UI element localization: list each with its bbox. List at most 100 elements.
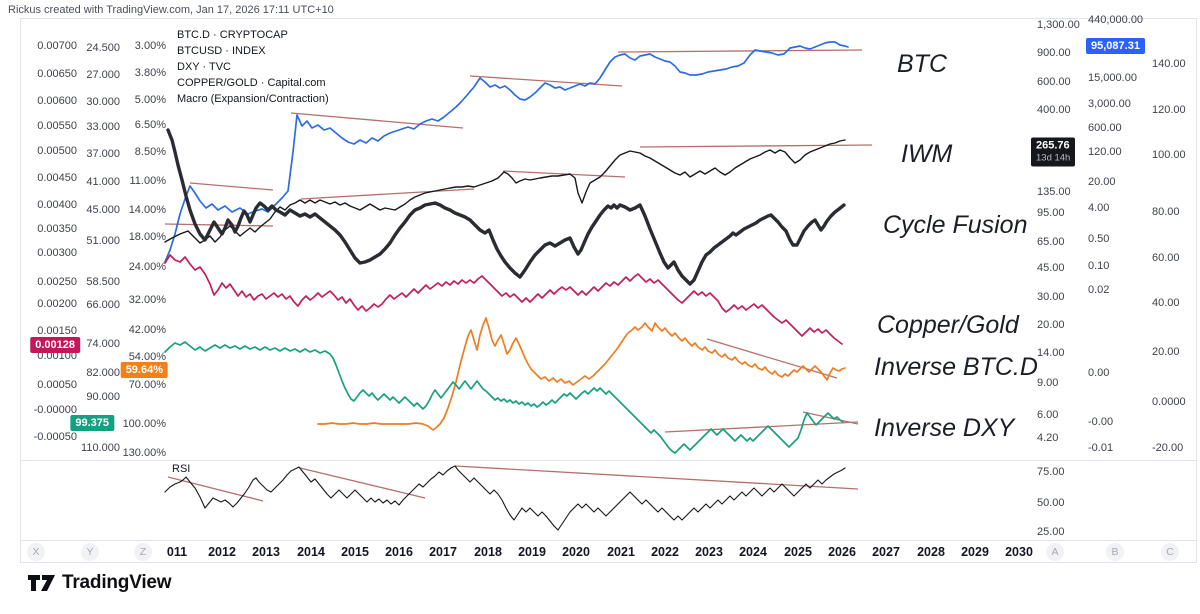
left-axis-tick: 0.00050	[37, 379, 77, 391]
left-axis-tick: 82.000	[86, 367, 120, 379]
scale-button-z[interactable]: Z	[134, 543, 152, 561]
right-axis-tick: 95.00	[1037, 207, 1065, 219]
scale-button-y[interactable]: Y	[81, 543, 99, 561]
tradingview-logo[interactable]	[28, 572, 55, 594]
left-axis-tick: 41.000	[86, 176, 120, 188]
left-axis-tick: 70.00%	[128, 379, 166, 391]
right-axis-tick: 0.50	[1088, 233, 1110, 245]
trend-line[interactable]	[469, 75, 623, 87]
left-axis-tick: 54.00%	[128, 351, 166, 363]
trend-line[interactable]	[617, 49, 863, 53]
left-axis-tick: 32.00%	[128, 294, 166, 306]
right-axis-tick: 400.00	[1037, 104, 1071, 116]
year-label: 2019	[518, 545, 546, 559]
trend-line[interactable]	[299, 467, 426, 499]
series-line-iwm[interactable]	[164, 139, 846, 244]
trend-line[interactable]	[300, 188, 475, 200]
right-axis-tick: -0.00	[1088, 416, 1114, 428]
series-label-iwm[interactable]: IWM	[901, 140, 953, 168]
scale-button-x[interactable]: X	[27, 543, 45, 561]
legend-symbol-line[interactable]: COPPER/GOLD · Capital.com	[177, 77, 326, 89]
right-axis-tick: 15,000.00	[1088, 72, 1137, 84]
right-axis-tick: 40.00	[1152, 297, 1180, 309]
right-axis-tick: 6.00	[1037, 409, 1059, 421]
left-axis-tick: 0.00300	[37, 247, 77, 259]
series-label-inverse-dxy[interactable]: Inverse DXY	[874, 414, 1015, 442]
left-axis-tick: 51.000	[86, 235, 120, 247]
right-axis-tick: 75.00	[1037, 466, 1065, 478]
right-axis-tick: 1,300.00	[1037, 19, 1080, 31]
footer: TradingView	[28, 572, 172, 594]
series-line-rsi[interactable]	[164, 465, 846, 531]
trend-line[interactable]	[706, 338, 838, 379]
left-axis-tick: 58.500	[86, 276, 120, 288]
series-label-copper-gold[interactable]: Copper/Gold	[877, 311, 1019, 339]
trend-line[interactable]	[164, 223, 274, 227]
right-axis-tick: 50.00	[1037, 497, 1065, 509]
trend-line[interactable]	[189, 182, 274, 191]
year-label: 2030	[1005, 545, 1033, 559]
left-axis-tick: 0.00350	[37, 223, 77, 235]
series-line-cycle-fusion[interactable]	[166, 128, 846, 286]
left-axis-tick: 100.00%	[122, 418, 166, 430]
left-axis-tick: 74.000	[86, 338, 120, 350]
scale-button-c[interactable]: C	[1161, 543, 1179, 561]
symbol-legend: BTC.D · CRYPTOCAP BTCUSD · INDEX DXY · TVC…	[177, 27, 329, 107]
right-axis-tick: 9.00	[1037, 377, 1059, 389]
legend-symbol-line[interactable]: DXY · TVC	[177, 61, 231, 73]
right-axis-tick: 120.00	[1152, 104, 1186, 116]
left-axis-tick: 90.000	[86, 391, 120, 403]
legend-symbol-line[interactable]: BTCUSD · INDEX	[177, 45, 266, 57]
left-axis-tick: 0.00200	[37, 298, 77, 310]
left-axis-tick: 0.00600	[37, 95, 77, 107]
trend-line[interactable]	[802, 411, 859, 425]
right-axis-tick: 0.02	[1088, 284, 1110, 296]
series-label-cycle-fusion[interactable]: Cycle Fusion	[883, 211, 1028, 239]
rsi-label: RSI	[172, 463, 191, 475]
scale-button-b[interactable]: B	[1106, 543, 1124, 561]
series-line-copper-gold[interactable]	[164, 254, 843, 345]
right-axis-tick: 900.00	[1037, 47, 1071, 59]
right-axis-tick: 14.00	[1037, 347, 1065, 359]
trend-line[interactable]	[167, 476, 264, 502]
right-axis-tick: 440,000.00	[1088, 14, 1144, 26]
right-axis-tick: 135.00	[1037, 186, 1071, 198]
right-axis-tick: 140.00	[1152, 58, 1186, 70]
right-axis-tick: 0.0000	[1152, 396, 1186, 408]
series-line-inverse-dxy[interactable]	[164, 341, 844, 454]
series-line-inverse-btc-d[interactable]	[317, 317, 846, 431]
right-axis-tick: 30.00	[1037, 291, 1065, 303]
year-label: 2017	[429, 545, 457, 559]
badge-countdown: 13d 14h	[1036, 152, 1071, 164]
left-axis-tick: 0.00450	[37, 172, 77, 184]
left-axis-tick: 0.00400	[37, 199, 77, 211]
left-axis-tick: 0.00250	[37, 276, 77, 288]
legend-symbol-line[interactable]: Macro (Expansion/Contraction)	[177, 93, 329, 105]
trend-line[interactable]	[639, 144, 873, 148]
left-axis-tick: 6.50%	[134, 119, 166, 131]
tradingview-wordmark: TradingView	[62, 572, 172, 593]
left-axis-tick: 27.000	[86, 69, 120, 81]
trend-line[interactable]	[454, 465, 859, 490]
trend-line[interactable]	[664, 421, 859, 433]
left-axis-tick: -0.00050	[33, 431, 77, 443]
attribution-text: Rickus created with TradingView.com, Jan…	[8, 4, 334, 16]
left-axis-tick: 130.00%	[122, 447, 166, 459]
left-axis-tick: 33.000	[86, 121, 120, 133]
left-axis-tick: -0.00000	[33, 404, 77, 416]
trend-line[interactable]	[502, 170, 626, 178]
series-label-inverse-btc-d[interactable]: Inverse BTC.D	[874, 353, 1038, 381]
year-label: 2023	[695, 545, 723, 559]
right-axis-tick: 65.00	[1037, 236, 1065, 248]
legend-symbol-line[interactable]: BTC.D · CRYPTOCAP	[177, 29, 288, 41]
left-axis-tick: 24.00%	[128, 261, 166, 273]
series-label-btc[interactable]: BTC	[897, 50, 947, 78]
left-axis-tick: 42.00%	[128, 324, 166, 336]
right-axis-tick: 20.00	[1088, 176, 1116, 188]
scale-button-a[interactable]: A	[1046, 543, 1064, 561]
right-axis-tick: -20.00	[1152, 442, 1184, 454]
trend-line[interactable]	[290, 112, 464, 129]
right-axis-tick: 0.00	[1088, 367, 1110, 379]
series-line-btc[interactable]	[164, 41, 849, 263]
